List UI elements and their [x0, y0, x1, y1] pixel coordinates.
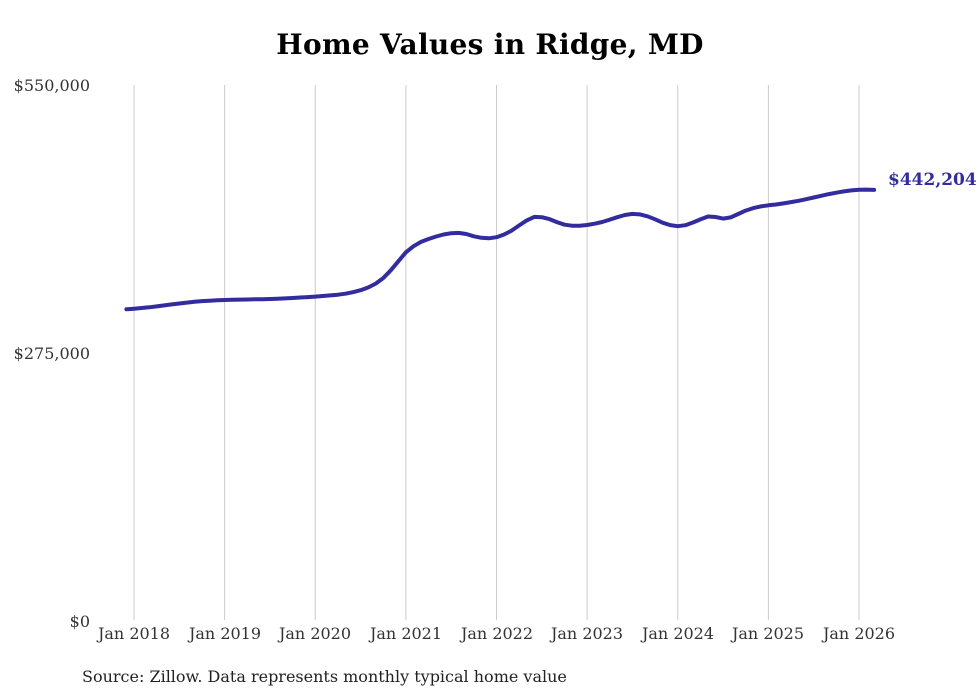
- x-axis-tick-jan-2025: Jan 2025: [731, 624, 805, 643]
- y-axis-tick-550000: $550,000: [13, 76, 90, 95]
- chart-title: Home Values in Ridge, MD: [276, 28, 704, 61]
- x-axis-tick-jan-2021: Jan 2021: [369, 624, 443, 643]
- y-axis-tick-0: $0: [69, 612, 90, 631]
- source-note: Source: Zillow. Data represents monthly …: [82, 667, 567, 686]
- x-axis-tick-jan-2024: Jan 2024: [641, 624, 715, 643]
- y-axis-tick-275000: $275,000: [13, 344, 90, 363]
- x-axis-tick-jan-2019: Jan 2019: [188, 624, 262, 643]
- x-axis-tick-jan-2022: Jan 2022: [460, 624, 534, 643]
- end-value-label: $442,204: [888, 170, 977, 190]
- x-axis-tick-jan-2018: Jan 2018: [97, 624, 171, 643]
- x-axis-tick-jan-2020: Jan 2020: [278, 624, 352, 643]
- x-axis-tick-jan-2026: Jan 2026: [822, 624, 896, 643]
- x-axis-tick-jan-2023: Jan 2023: [550, 624, 624, 643]
- home-value-line: [124, 187, 877, 312]
